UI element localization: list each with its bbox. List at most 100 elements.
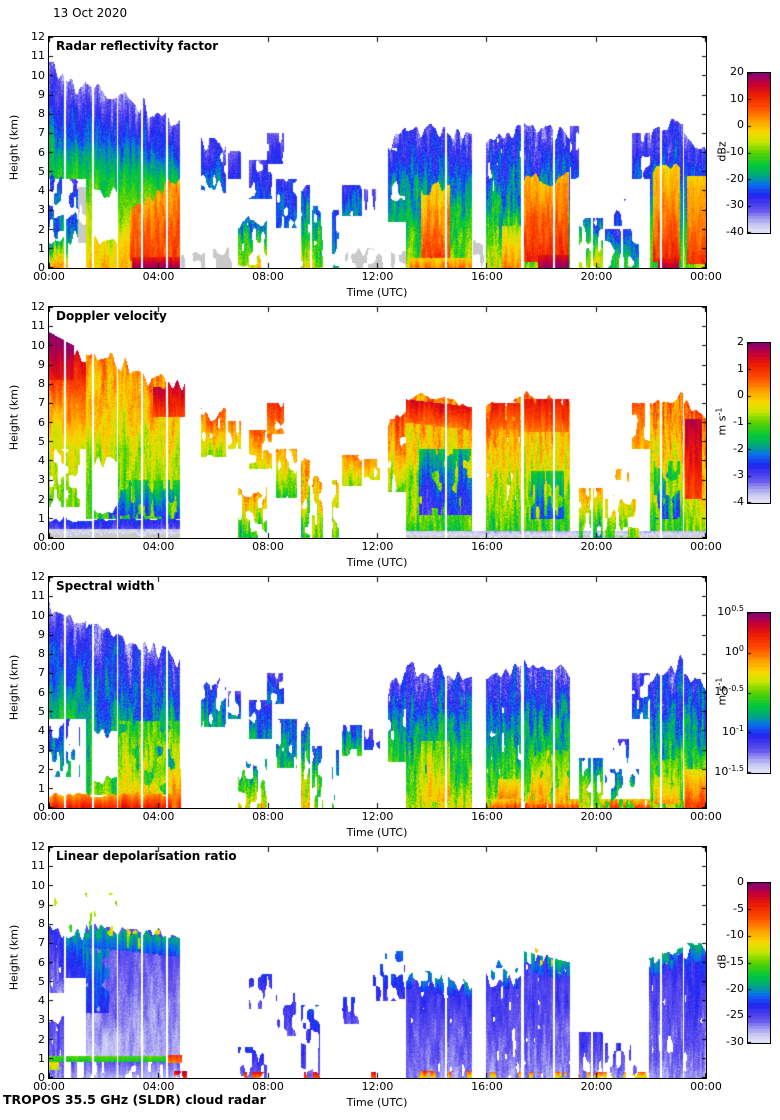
y-tick-label: 5 (38, 704, 45, 718)
x-tick-label: 20:00 (580, 810, 613, 823)
y-tick-label: 8 (38, 107, 45, 120)
colorbar-gradient (748, 343, 770, 503)
colorbar-tick-label: 10 (688, 92, 744, 105)
y-tick-label: 4 (38, 454, 45, 467)
x-tick-label: 16:00 (471, 1080, 503, 1093)
y-tick-label: 1 (38, 1051, 45, 1065)
colorbar-tick-label: -5 (688, 902, 744, 915)
label-main: dB (715, 954, 729, 969)
label-main: -3 (733, 468, 744, 482)
label-main: 10 (714, 685, 729, 698)
x-axis-label: Time (UTC) (346, 556, 408, 569)
x-tick-label: 00:00 (690, 270, 722, 283)
y-axis-label: Height (km) (7, 384, 21, 451)
y-tick-label: 4 (38, 184, 45, 197)
colorbar-tick-label: 10-0.5 (688, 684, 744, 698)
label-superscript: 0.5 (731, 604, 744, 613)
panel-ldr: Linear depolarisation ratio 00:00 04:00 08:… (8, 840, 771, 1109)
colorbar-tick-label: 2 (688, 335, 744, 348)
y-tick-label: 1 (38, 781, 45, 795)
colorbar-tick-label: 1 (688, 362, 744, 375)
colorbar-tick-label: -30 (688, 198, 744, 211)
label-superscript: -1.5 (728, 764, 744, 773)
y-tick-label: 2 (38, 222, 45, 236)
y-tick-label: 5 (38, 974, 45, 988)
colorbar-tick-label: -15 (688, 955, 744, 968)
y-tick-label: 9 (38, 357, 45, 371)
y-tick-label: 4 (38, 994, 45, 1007)
y-axis-label: Height (km) (7, 114, 21, 181)
panel-title: Doppler velocity (56, 309, 167, 323)
y-tick-label: 0 (38, 261, 45, 274)
colorbar (747, 72, 771, 234)
figure-caption: TROPOS 35.5 GHz (SLDR) cloud radar (3, 1092, 266, 1107)
colorbar-tick-label: 10-1.5 (688, 764, 744, 778)
x-tick-label: 04:00 (142, 810, 175, 823)
y-tick-label: 11 (31, 319, 45, 333)
colorbar-unit-label: m s-1 (714, 382, 729, 462)
y-tick-label: 5 (38, 434, 45, 448)
y-tick-label: 8 (38, 917, 45, 930)
panel-spectral-width: Spectral width 00:00 04:00 08:00 12:00 16:00 2… (8, 570, 771, 839)
label-main: -4 (733, 495, 744, 508)
y-tick-label: 12 (31, 300, 45, 313)
colorbar-tick-label: -40 (688, 225, 744, 238)
colorbar-tick-label: 20 (688, 65, 744, 78)
label-main: -10 (726, 145, 744, 158)
label-main: -15 (726, 955, 744, 968)
colorbar-tick-label: -20 (688, 172, 744, 185)
colorbar-tick-label: 100 (688, 644, 744, 658)
colorbar-unit-label: dB (716, 922, 729, 1002)
x-tick-label: 00:00 (690, 1080, 722, 1093)
colorbar-tick-label: 100.5 (688, 604, 744, 618)
colorbar-tick-label: -30 (688, 1035, 744, 1048)
label-main: -20 (726, 171, 744, 185)
label-main: 0 (737, 875, 744, 888)
label-main: -1 (733, 415, 744, 428)
label-main: -2 (733, 441, 744, 455)
colorbar-tick-label: -25 (688, 1008, 744, 1021)
label-main: 0 (737, 388, 744, 402)
x-tick-label: 04:00 (142, 1080, 175, 1093)
label-main: 10 (714, 765, 729, 778)
colorbar-tick-label: -4 (688, 495, 744, 508)
x-tick-label: 12:00 (361, 810, 394, 823)
label-main: 10 (724, 645, 739, 658)
y-tick-label: 3 (38, 203, 45, 217)
x-tick-label: 00:00 (33, 270, 65, 283)
ldr-heatmap (49, 847, 706, 1078)
label-main: 1 (737, 361, 744, 375)
label-main: -25 (726, 1008, 744, 1022)
colorbar (747, 882, 771, 1044)
x-tick-label: 08:00 (252, 270, 284, 283)
label-main: -20 (726, 981, 744, 995)
label-superscript: -1 (714, 407, 724, 416)
x-tick-label: 08:00 (252, 1080, 284, 1093)
x-tick-label: 04:00 (142, 540, 175, 553)
x-tick-label: 16:00 (471, 540, 503, 553)
y-tick-label: 7 (38, 126, 45, 140)
y-axis-label: Height (km) (7, 924, 21, 991)
x-tick-label: 20:00 (580, 540, 613, 553)
date-label: 13 Oct 2020 (53, 6, 128, 20)
colorbar-unit-label: dBz (716, 112, 729, 192)
colorbar-tick-label: -10 (688, 145, 744, 158)
y-tick-label: 12 (31, 840, 45, 853)
label-main: m s (715, 415, 729, 436)
x-tick-label: 00:00 (33, 1080, 65, 1093)
colorbar-tick-label: -20 (688, 982, 744, 995)
y-tick-label: 12 (31, 30, 45, 43)
colorbar-gradient (748, 883, 770, 1043)
y-tick-label: 3 (38, 1013, 45, 1027)
x-tick-label: 08:00 (252, 540, 284, 553)
y-tick-label: 5 (38, 164, 45, 178)
y-tick-label: 6 (38, 955, 45, 969)
spectral-width-heatmap (49, 577, 706, 808)
colorbar-gradient (748, 73, 770, 233)
y-tick-label: 7 (38, 936, 45, 950)
label-main: -5 (733, 901, 744, 915)
y-tick-label: 8 (38, 647, 45, 660)
y-axis-label: Height (km) (7, 654, 21, 721)
y-tick-label: 2 (38, 1032, 45, 1046)
panel-reflectivity: Radar reflectivity factor 00:00 04:00 08:00… (8, 30, 771, 299)
